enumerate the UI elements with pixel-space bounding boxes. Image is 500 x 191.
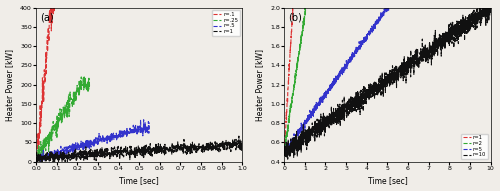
r=.25 bbox=[86, 84, 92, 86]
X-axis label: Time [sec]: Time [sec] bbox=[368, 176, 408, 185]
r=.25 bbox=[56, 124, 62, 127]
r=2 bbox=[302, 6, 308, 8]
r=1 bbox=[174, 141, 180, 143]
r=.1 bbox=[49, 9, 55, 11]
r=.5 bbox=[76, 144, 82, 146]
r=1 bbox=[286, 79, 292, 81]
r=10 bbox=[376, 77, 382, 79]
r=5 bbox=[343, 66, 349, 69]
r=2 bbox=[282, 152, 288, 154]
r=.5 bbox=[133, 130, 139, 132]
r=2 bbox=[300, 31, 306, 33]
r=1 bbox=[288, 42, 294, 44]
r=1 bbox=[288, 35, 294, 37]
r=5 bbox=[294, 134, 300, 136]
Line: r=1: r=1 bbox=[36, 136, 242, 162]
Y-axis label: Heater Power [kW]: Heater Power [kW] bbox=[6, 49, 15, 121]
r=10 bbox=[482, 7, 488, 9]
r=.1 bbox=[48, 0, 54, 2]
Line: r=.25: r=.25 bbox=[36, 77, 90, 161]
Text: (b): (b) bbox=[288, 12, 302, 22]
r=.25 bbox=[78, 76, 84, 78]
r=10 bbox=[482, 8, 488, 11]
Line: r=1: r=1 bbox=[284, 7, 293, 154]
Text: (a): (a) bbox=[40, 12, 54, 22]
r=1 bbox=[282, 141, 288, 143]
r=2 bbox=[300, 19, 306, 22]
Line: r=10: r=10 bbox=[284, 3, 490, 159]
r=1 bbox=[290, 6, 296, 8]
r=1 bbox=[240, 142, 246, 145]
r=.5 bbox=[33, 161, 39, 163]
r=1 bbox=[54, 151, 60, 153]
r=.1 bbox=[38, 99, 44, 102]
r=1 bbox=[282, 149, 288, 152]
r=.1 bbox=[36, 132, 42, 134]
r=2 bbox=[292, 84, 298, 87]
r=.1 bbox=[51, 0, 57, 2]
Y-axis label: Heater Power [kW]: Heater Power [kW] bbox=[256, 49, 264, 121]
r=.25 bbox=[84, 83, 90, 85]
r=2 bbox=[292, 82, 298, 84]
r=1 bbox=[194, 146, 200, 149]
r=10 bbox=[281, 154, 287, 156]
r=.1 bbox=[52, 2, 58, 5]
r=1 bbox=[285, 88, 291, 90]
r=1 bbox=[116, 150, 122, 152]
r=1 bbox=[290, 13, 296, 15]
X-axis label: Time [sec]: Time [sec] bbox=[120, 176, 159, 185]
r=.5 bbox=[133, 131, 139, 133]
r=.1 bbox=[46, 40, 52, 43]
r=2 bbox=[281, 154, 287, 156]
r=.25 bbox=[40, 152, 46, 155]
r=.1 bbox=[48, 0, 54, 1]
Line: r=.5: r=.5 bbox=[36, 120, 150, 162]
r=2 bbox=[303, 9, 309, 11]
r=1 bbox=[198, 145, 203, 148]
r=1 bbox=[281, 153, 287, 155]
r=.25 bbox=[40, 155, 46, 158]
r=10 bbox=[488, 11, 494, 13]
r=.25 bbox=[76, 79, 82, 81]
Line: r=5: r=5 bbox=[284, 4, 390, 154]
r=1 bbox=[236, 135, 242, 137]
r=5 bbox=[386, 2, 392, 5]
r=5 bbox=[324, 91, 330, 93]
Line: r=2: r=2 bbox=[284, 7, 306, 155]
r=10 bbox=[284, 158, 290, 160]
Legend: r=.1, r=.25, r=.5, r=1: r=.1, r=.25, r=.5, r=1 bbox=[212, 10, 240, 36]
r=5 bbox=[284, 153, 290, 155]
r=10 bbox=[292, 147, 298, 149]
r=.5 bbox=[146, 121, 152, 124]
r=5 bbox=[284, 147, 290, 149]
Legend: r=1, r=2, r=5, r=10: r=1, r=2, r=5, r=10 bbox=[462, 134, 488, 159]
r=10 bbox=[478, 2, 484, 4]
r=1 bbox=[33, 161, 39, 163]
r=.25 bbox=[56, 112, 62, 115]
r=1 bbox=[124, 150, 130, 153]
r=.1 bbox=[33, 160, 39, 162]
r=.5 bbox=[112, 137, 117, 140]
Line: r=.1: r=.1 bbox=[36, 0, 54, 161]
r=5 bbox=[330, 83, 336, 86]
r=.5 bbox=[84, 143, 90, 145]
r=5 bbox=[363, 38, 369, 40]
r=5 bbox=[281, 151, 287, 153]
r=10 bbox=[444, 36, 450, 38]
r=10 bbox=[382, 78, 388, 81]
r=.5 bbox=[42, 157, 48, 159]
r=2 bbox=[286, 120, 292, 123]
r=.5 bbox=[140, 119, 146, 121]
r=.25 bbox=[33, 159, 39, 162]
